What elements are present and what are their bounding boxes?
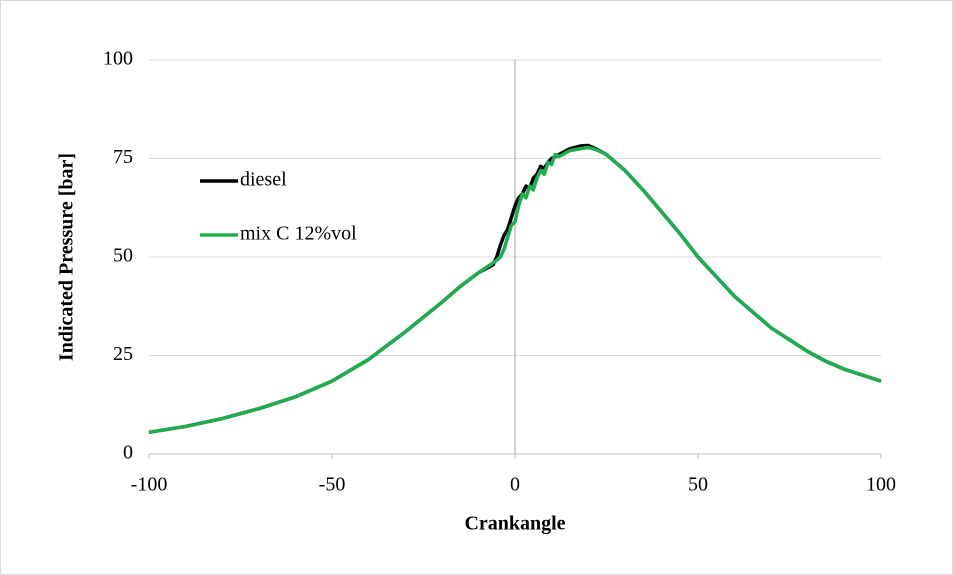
y-tick-label: 0 <box>123 442 133 464</box>
y-tick-label: 75 <box>113 146 133 168</box>
legend-label: diesel <box>240 169 287 191</box>
y-tick-label: 50 <box>113 245 133 267</box>
series-line <box>148 145 882 435</box>
y-tick-label: 25 <box>113 343 133 365</box>
x-axis-title: Crankangle <box>464 513 565 535</box>
y-tick-label: 100 <box>103 48 133 70</box>
y-axis-title: Indicated Pressure [bar] <box>56 153 78 361</box>
legend-label: mix C 12%vol <box>240 223 357 245</box>
x-tick-label: 50 <box>688 474 708 496</box>
x-tick-label: -100 <box>131 474 168 496</box>
x-tick-label: -50 <box>319 474 346 496</box>
x-tick-label: 100 <box>866 474 896 496</box>
x-tick-label: 0 <box>510 474 520 496</box>
